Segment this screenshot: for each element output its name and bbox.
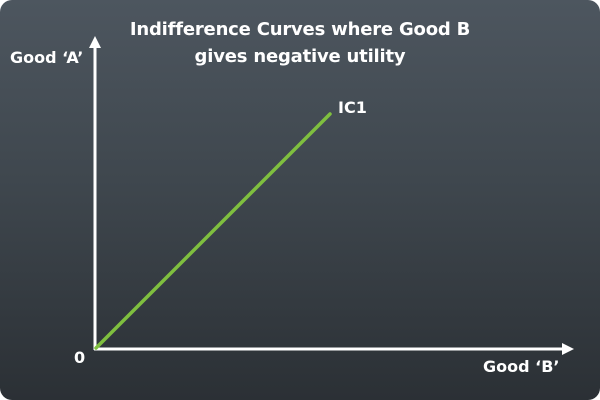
curve-label-ic1: IC1 [338, 98, 367, 117]
origin-label: 0 [74, 348, 86, 367]
x-axis-label: Good ‘B’ [483, 357, 560, 376]
y-axis-label: Good ‘A’ [10, 48, 84, 67]
x-axis-arrow-icon [562, 343, 574, 355]
indifference-curve-ic1 [94, 112, 332, 350]
x-axis [94, 343, 574, 355]
y-axis [89, 36, 101, 350]
y-axis-arrow-icon [89, 36, 101, 48]
diagram-title-line-2: gives negative utility [194, 46, 406, 67]
diagram-title-line-1: Indifference Curves where Good B [129, 19, 471, 40]
